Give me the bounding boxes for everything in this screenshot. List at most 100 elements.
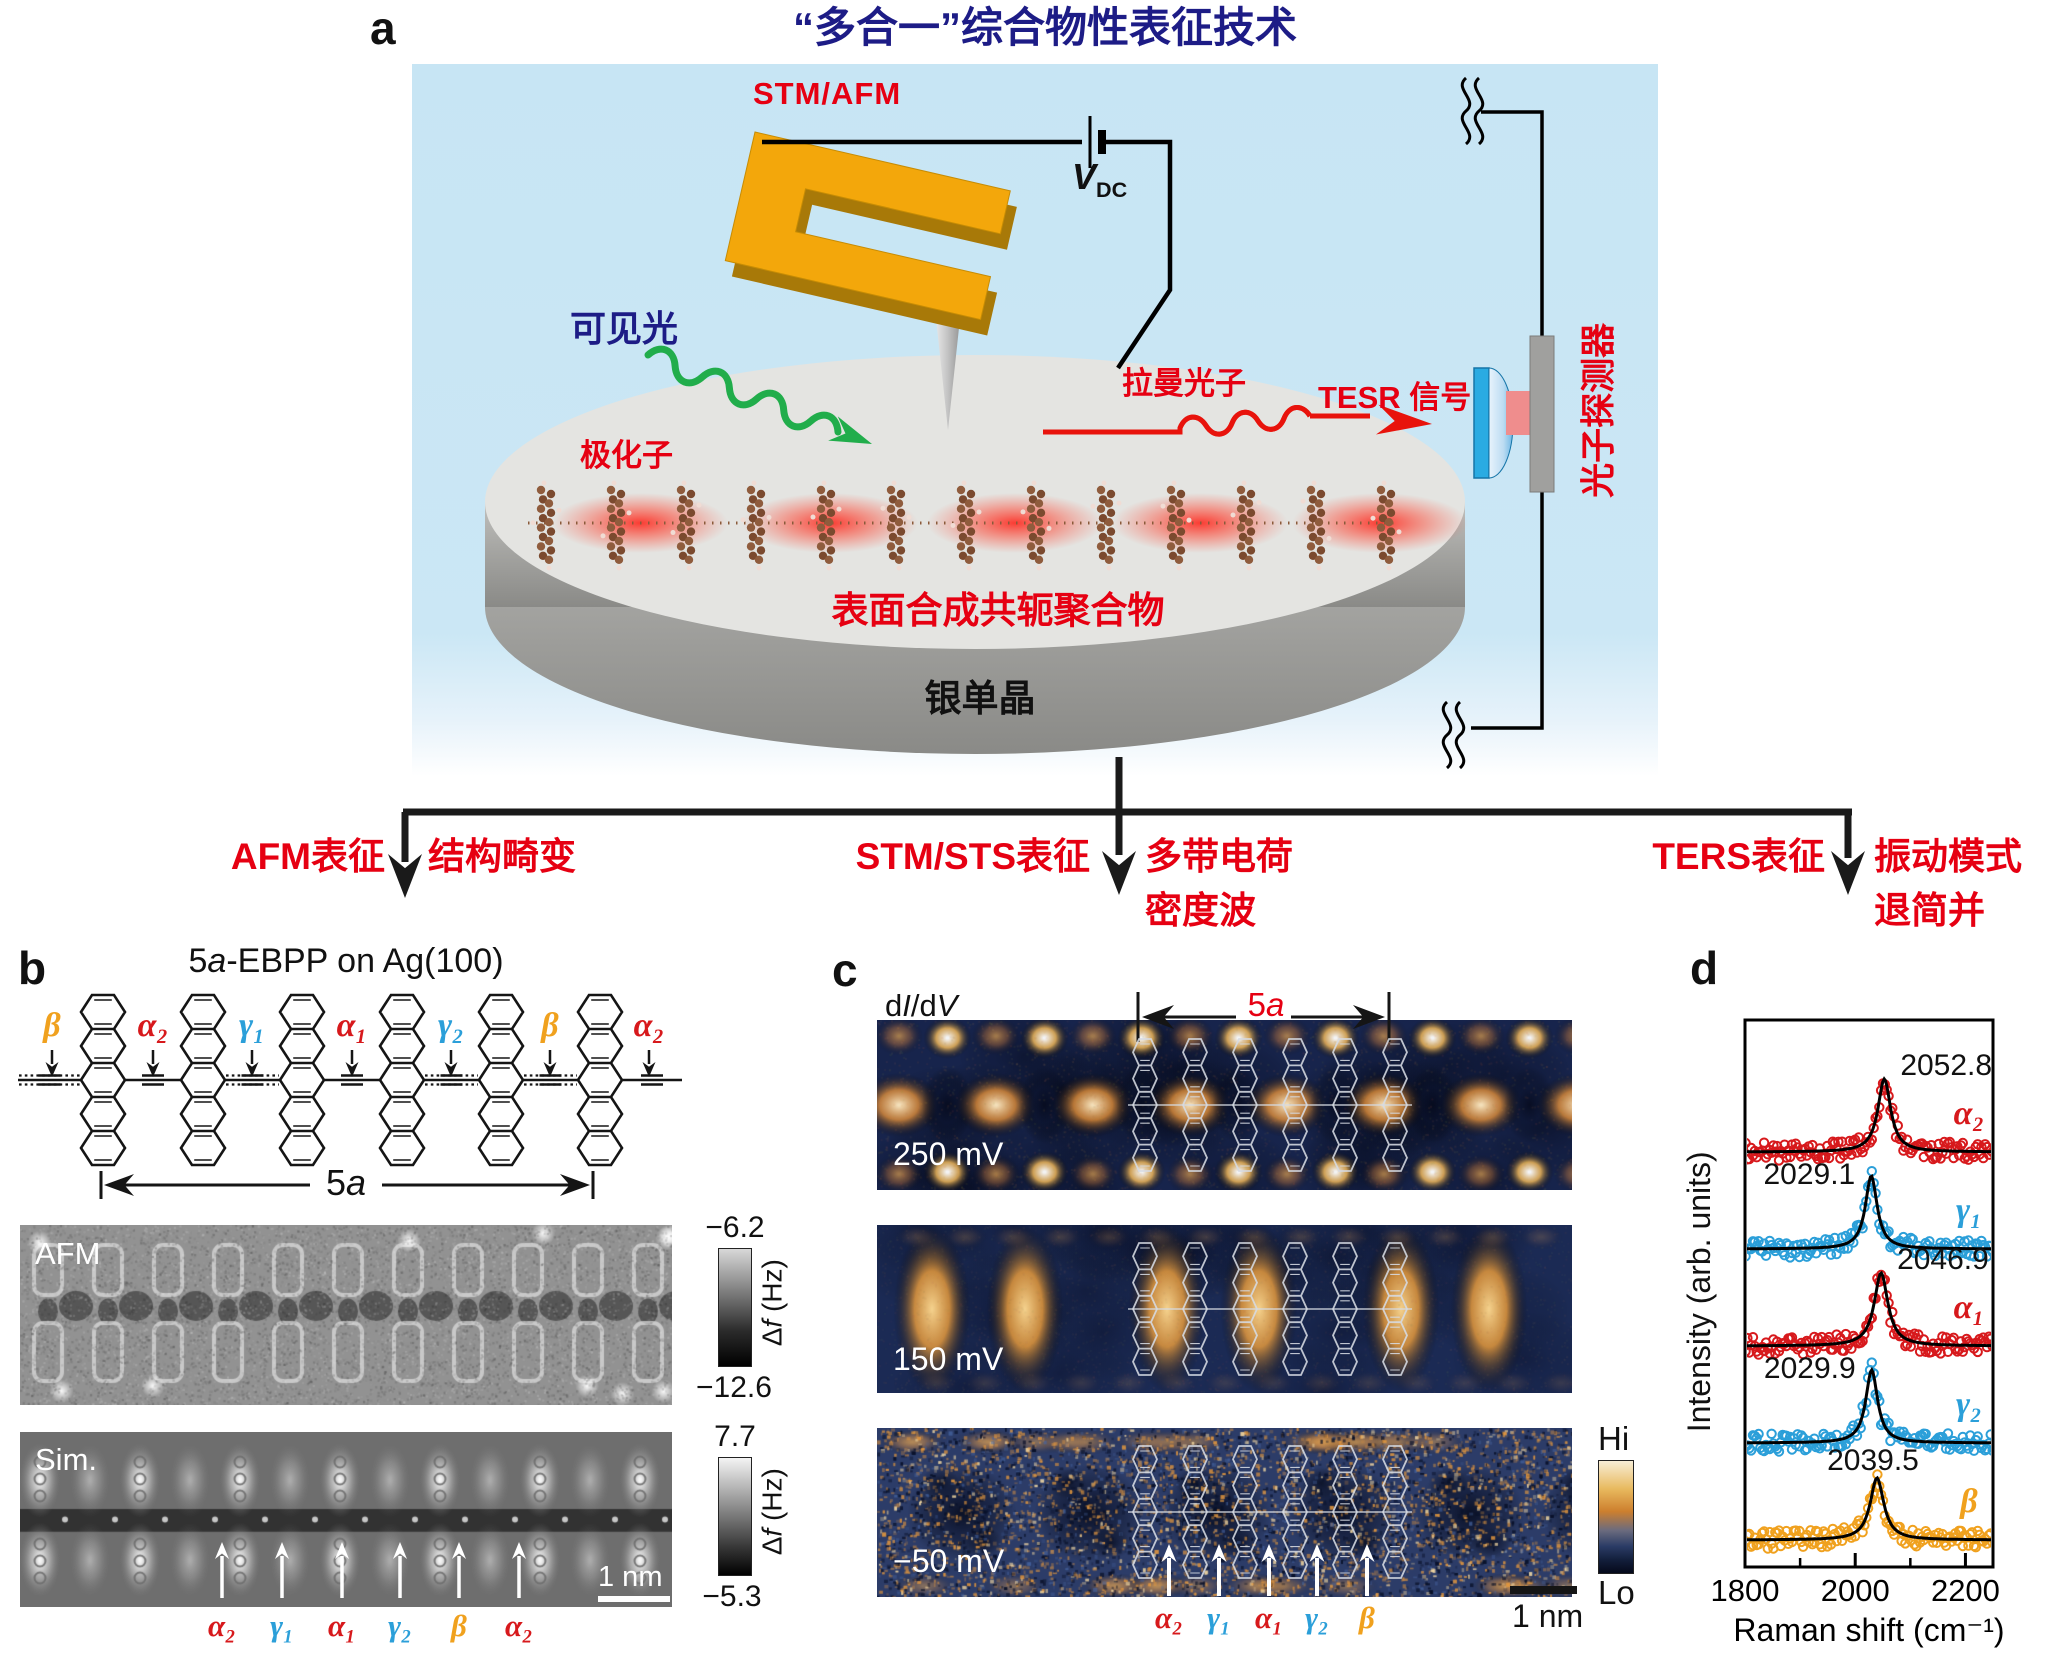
bond-label: α₂ bbox=[137, 1007, 169, 1044]
f-italic: f bbox=[756, 1319, 788, 1328]
bias-label: −50 mV bbox=[893, 1543, 1005, 1579]
substrate-label: 银单晶 bbox=[924, 678, 1036, 719]
dc-bias-label: VDC bbox=[1072, 158, 1127, 202]
didv-arrow-label: α₁ bbox=[1255, 1600, 1283, 1635]
wire-break-bottom bbox=[1441, 700, 1466, 770]
bias-subscript: DC bbox=[1096, 177, 1128, 203]
span-italic-a: a bbox=[346, 1162, 367, 1203]
figure-title: “多合一”综合物性表征技术 bbox=[792, 4, 1297, 51]
hz-unit: (Hz) bbox=[756, 1468, 788, 1529]
branch-ters-result-2: 退简并 bbox=[1874, 890, 1985, 931]
x-axis-label: Raman shift (cm⁻¹) bbox=[1733, 1612, 2004, 1648]
chart-frame bbox=[1743, 1018, 1995, 1569]
raman-spectra-chart: 2052.8 α₂ 2029.1 γ₁ 2046.9 α₁ 2029.9 γ₂ 2039.5 β 1… bbox=[1711, 1018, 2005, 1648]
voltage-symbol: V bbox=[936, 988, 958, 1023]
didv-label: dI/dV bbox=[885, 988, 958, 1023]
panel-b-label: b bbox=[18, 942, 47, 994]
light-blue-background bbox=[412, 64, 1658, 776]
span-number: 5 bbox=[1247, 986, 1266, 1023]
lens-flat bbox=[1473, 367, 1490, 479]
visible-light-arrow bbox=[644, 345, 872, 444]
series-name-label: β bbox=[1958, 1483, 1978, 1520]
simulated-afm-image bbox=[20, 1432, 672, 1607]
branch-stm-technique: STM/STS表征 bbox=[855, 836, 1090, 877]
title-rest: -EBPP on Ag(100) bbox=[226, 942, 504, 980]
d2: /d bbox=[910, 988, 937, 1023]
afm-colorbar bbox=[718, 1248, 752, 1367]
branch-ters-technique: TERS表征 bbox=[1652, 836, 1825, 877]
polaron-glows bbox=[552, 493, 1468, 553]
panel-a-label: a bbox=[370, 2, 396, 54]
hz-unit: (Hz) bbox=[756, 1259, 788, 1320]
tesr-signal-label: TESR 信号 bbox=[1318, 380, 1472, 415]
sim-arrow-label: α₂ bbox=[208, 1608, 236, 1643]
photon-detector bbox=[1473, 335, 1555, 493]
arrowhead bbox=[104, 1174, 134, 1196]
bond-label: γ₂ bbox=[438, 1007, 464, 1044]
arrowhead bbox=[1831, 851, 1865, 895]
panel-c-label: c bbox=[832, 944, 858, 996]
unit-cell-span-label-c: 5a bbox=[1238, 986, 1294, 1023]
sim-scale-min: −5.3 bbox=[702, 1580, 762, 1613]
arrowhead bbox=[388, 854, 422, 898]
wire-break-top bbox=[1460, 76, 1485, 146]
branch-stm-result-1: 多带电荷 bbox=[1145, 836, 1293, 877]
delta: Δ bbox=[756, 1536, 788, 1556]
arrowhead bbox=[543, 1062, 557, 1077]
title-number: 5 bbox=[188, 942, 208, 980]
delta: Δ bbox=[756, 1327, 788, 1347]
arrowhead bbox=[560, 1174, 590, 1196]
branch-afm-result: 结构畸变 bbox=[428, 836, 576, 877]
x-tick-label: 2200 bbox=[1931, 1573, 2000, 1608]
panel-d-label: d bbox=[1690, 942, 1719, 994]
detector-circuit bbox=[1441, 76, 1544, 770]
title-italic-a: a bbox=[207, 942, 227, 980]
didv-arrow-label: β bbox=[1359, 1600, 1375, 1635]
bias-symbol: V bbox=[1072, 156, 1097, 197]
series-points-2029.9 bbox=[1747, 1357, 1991, 1457]
colorbar-lo-label: Lo bbox=[1598, 1574, 1635, 1611]
detector-plate bbox=[1529, 335, 1555, 493]
panel-b-title: 5a-EBPP on Ag(100) bbox=[96, 942, 596, 980]
sim-colorbar bbox=[718, 1457, 752, 1576]
series-points-2029.1 bbox=[1747, 1166, 1991, 1263]
panel-a-schematic bbox=[412, 64, 1658, 776]
didv-colorbar bbox=[1598, 1460, 1634, 1574]
sim-tag: Sim. bbox=[35, 1442, 97, 1477]
branch-connector bbox=[388, 757, 1865, 898]
series-name-label: α₁ bbox=[1954, 1289, 1985, 1326]
peak-value-label: 2039.5 bbox=[1827, 1444, 1919, 1477]
polymer-chain bbox=[528, 480, 1402, 571]
bias-circuit bbox=[762, 116, 1173, 370]
span-italic-a: a bbox=[1266, 986, 1285, 1023]
bond-label: α₂ bbox=[633, 1007, 665, 1044]
series-name-label: γ₂ bbox=[1956, 1386, 1982, 1423]
colorbar-hi-label: Hi bbox=[1598, 1420, 1630, 1457]
scalebar-label-c: 1 nm bbox=[1512, 1598, 1584, 1634]
span-number: 5 bbox=[325, 1162, 346, 1203]
sim-arrow-label: α₁ bbox=[328, 1608, 356, 1643]
peak-value-label: 2052.8 bbox=[1900, 1049, 1992, 1082]
afm-scale-max: −6.2 bbox=[705, 1211, 765, 1244]
stm-afm-label: STM/AFM bbox=[753, 76, 902, 111]
bias-label: 150 mV bbox=[893, 1341, 1004, 1377]
afm-scale-unit: Δf (Hz) bbox=[756, 1233, 788, 1373]
tuning-fork-sensor bbox=[724, 131, 1017, 336]
bond-label: γ₁ bbox=[239, 1007, 265, 1044]
bond-label: β bbox=[43, 1007, 61, 1044]
arrowhead bbox=[245, 1062, 259, 1077]
y-axis-label: Intensity (arb. units) bbox=[1681, 1151, 1718, 1433]
didv-arrow-label: α₂ bbox=[1155, 1600, 1183, 1635]
unit-cell-span-label-b: 5a bbox=[316, 1164, 376, 1202]
peak-value-label: 2029.9 bbox=[1764, 1352, 1856, 1385]
polymer-label: 表面合成共轭聚合物 bbox=[831, 590, 1165, 631]
didv-arrow-label: γ₂ bbox=[1305, 1600, 1329, 1635]
arrowhead bbox=[146, 1062, 160, 1077]
bond-label: α₁ bbox=[336, 1007, 368, 1044]
scalebar-label-b: 1 nm bbox=[598, 1561, 663, 1593]
lorentzian-fit bbox=[1747, 1270, 1991, 1348]
bias-label: 250 mV bbox=[893, 1136, 1004, 1172]
arrowhead bbox=[444, 1062, 458, 1077]
sim-arrow-label: α₂ bbox=[505, 1608, 533, 1643]
